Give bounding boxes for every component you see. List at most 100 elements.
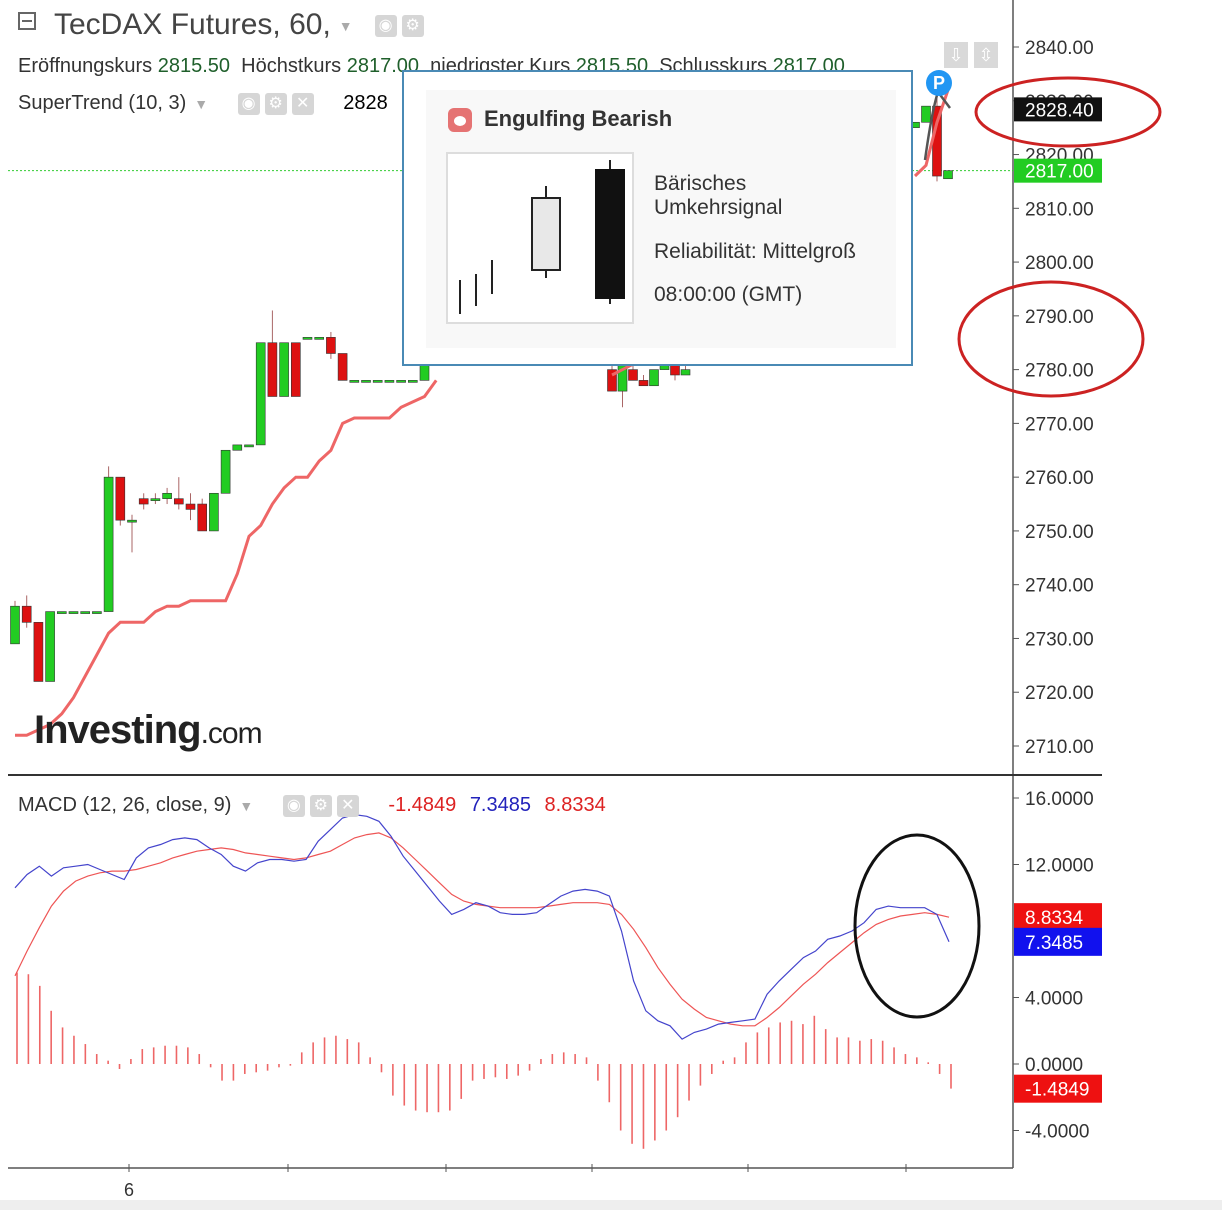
price-candle — [361, 380, 371, 383]
macd-hist-value: -1.4849 — [388, 794, 457, 816]
arrow-down-icon[interactable]: ⇩ — [944, 42, 968, 68]
gear-icon[interactable]: ⚙ — [264, 92, 287, 115]
supertrend-line — [15, 379, 438, 737]
eye-icon[interactable]: ◉ — [237, 92, 260, 115]
price-candle — [232, 444, 243, 451]
price-candle — [150, 498, 161, 501]
price-candle — [921, 105, 931, 123]
price-candle — [33, 622, 44, 682]
price-label: 2817.00 — [1025, 162, 1094, 183]
price-candle — [21, 605, 32, 623]
macd-tick-label: 12.0000 — [1025, 856, 1094, 877]
price-candle — [174, 498, 184, 505]
macd-tick-label: -4.0000 — [1025, 1122, 1089, 1143]
price-tick-label: 2740.00 — [1025, 576, 1094, 597]
price-candle — [407, 380, 418, 383]
pattern-tooltip: Engulfing Bearish Bärisches Umkehrsignal… — [402, 70, 913, 366]
price-candle — [45, 611, 55, 682]
price-candle — [326, 337, 336, 354]
tooltip-desc-2: Umkehrsignal — [654, 196, 783, 219]
price-candle — [279, 342, 289, 397]
price-tick-label: 2840.00 — [1025, 38, 1094, 59]
macd-signal-value: 8.8334 — [544, 794, 606, 816]
price-label: 2828.40 — [1025, 100, 1094, 121]
price-candle — [337, 353, 348, 381]
price-candle — [372, 380, 383, 383]
macd-label: -1.4849 — [1025, 1080, 1089, 1101]
macd-label-box — [1014, 903, 1102, 932]
price-candle — [56, 611, 67, 614]
price-tick-label: 2780.00 — [1025, 361, 1094, 382]
chevron-down-icon[interactable]: ▼ — [239, 797, 254, 814]
price-tick-label: 2710.00 — [1025, 737, 1094, 758]
macd-label-box — [1014, 927, 1102, 956]
supertrend-label: SuperTrend (10, 3) — [18, 92, 187, 114]
tooltip-reliability: Reliabilität: Mittelgroß — [654, 240, 856, 263]
macd-label: 8.8334 — [1025, 908, 1084, 929]
price-candle — [115, 476, 126, 521]
macd-label: 7.3485 — [1025, 933, 1083, 954]
price-candle — [244, 444, 254, 448]
time-tick-label: 6 — [124, 1180, 134, 1200]
chevron-down-icon[interactable]: ▼ — [338, 18, 353, 35]
tooltip-time: 08:00:00 (GMT) — [654, 283, 803, 306]
macd-tick-label: 4.0000 — [1025, 989, 1083, 1010]
investing-logo: Investing.com — [34, 708, 263, 752]
macd-signal-line — [14, 832, 950, 1027]
price-tick-label: 2770.00 — [1025, 414, 1094, 435]
price-candle — [68, 611, 79, 614]
macd-value: 7.3485 — [469, 794, 531, 816]
eye-icon[interactable]: ◉ — [282, 794, 305, 817]
price-candle — [384, 380, 395, 383]
tooltip-desc-1: Bärisches — [654, 172, 747, 195]
price-candle — [103, 476, 114, 612]
price-candle — [943, 170, 953, 180]
close-icon[interactable]: ✕ — [336, 794, 359, 817]
price-tick-label: 2850.00 — [1025, 0, 1094, 4]
macd-label: MACD (12, 26, close, 9) — [18, 794, 232, 816]
price-candle — [267, 342, 278, 397]
supertrend-legend: SuperTrend (10, 3) ▼ ◉ ⚙ ✕ 2828 — [18, 92, 388, 115]
price-candle — [649, 369, 659, 387]
supertrend-value: 2828 — [343, 92, 388, 114]
chevron-down-icon[interactable]: ▼ — [194, 95, 209, 112]
eye-icon[interactable]: ◉ — [374, 15, 397, 38]
pattern-badge[interactable]: P — [926, 70, 952, 96]
gear-icon[interactable]: ⚙ — [309, 794, 332, 817]
price-candle — [209, 492, 219, 532]
macd-tick-label: 16.0000 — [1025, 789, 1094, 810]
price-candle — [290, 342, 301, 397]
annotation-ellipse — [974, 76, 1162, 148]
price-candle — [162, 492, 172, 499]
price-candle — [638, 380, 649, 387]
price-candle — [628, 369, 638, 381]
macd-tick-label: 0.0000 — [1025, 1055, 1083, 1076]
price-candle — [680, 369, 691, 376]
price-candle — [138, 498, 149, 505]
price-candle — [314, 337, 325, 340]
annotation-ellipse — [957, 280, 1145, 398]
price-candle — [127, 519, 137, 523]
price-candle — [396, 380, 406, 383]
price-candle — [302, 337, 313, 340]
price-tick-label: 2720.00 — [1025, 683, 1094, 704]
price-tick-label: 2800.00 — [1025, 253, 1094, 274]
price-tick-label: 2790.00 — [1025, 307, 1094, 328]
price-tick-label: 2750.00 — [1025, 522, 1094, 543]
macd-legend: MACD (12, 26, close, 9) ▼ ◉ ⚙ ✕ -1.4849 7.3… — [18, 794, 606, 817]
annotation-ellipse — [853, 833, 981, 1019]
price-candle — [197, 503, 207, 532]
arrow-updown-icon[interactable]: ⇳ — [974, 42, 998, 68]
price-label-box — [1014, 97, 1102, 122]
close-icon[interactable]: ✕ — [291, 92, 314, 115]
price-tick-label: 2760.00 — [1025, 468, 1094, 489]
macd-label-box — [1014, 1074, 1102, 1103]
bear-icon — [448, 108, 472, 132]
collapse-pane-icon[interactable] — [18, 12, 36, 30]
price-candle — [220, 449, 231, 494]
price-candle — [80, 611, 90, 614]
bottom-scrollbar — [0, 1200, 1222, 1210]
gear-icon[interactable]: ⚙ — [401, 15, 424, 38]
price-candle — [185, 503, 196, 510]
